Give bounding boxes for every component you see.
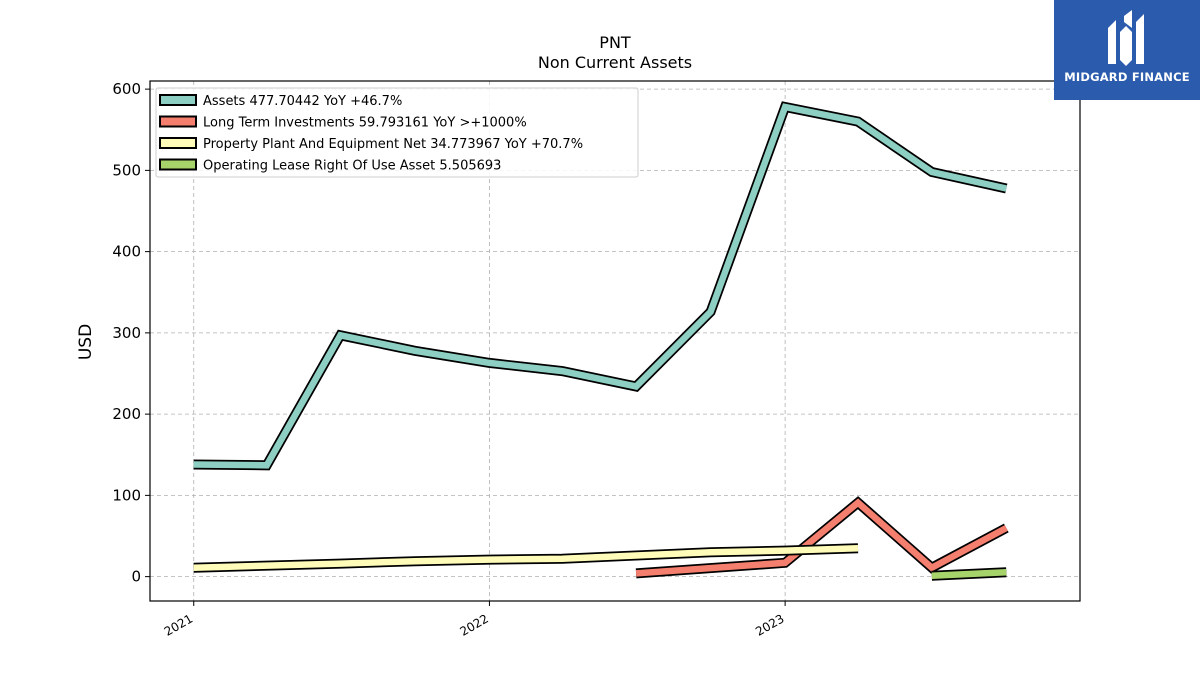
y-axis-label: USD xyxy=(76,324,96,360)
series-line xyxy=(931,568,1007,580)
series-operating-lease-right-of-use-asset xyxy=(931,567,1007,581)
plot-frame xyxy=(149,80,1081,602)
series-line xyxy=(193,103,1008,469)
series-long-term-investments xyxy=(635,496,1009,579)
legend-swatch xyxy=(159,158,197,171)
y-tick-label: 600 xyxy=(112,80,141,98)
y-tick-label: 0 xyxy=(131,568,141,586)
series-assets xyxy=(193,101,1008,471)
legend-label: Operating Lease Right Of Use Asset 5.505… xyxy=(203,159,501,174)
legend-entry: Assets 477.70442 YoY +46.7% xyxy=(159,94,402,109)
x-tick-label: 2023 xyxy=(753,611,786,638)
y-tick-label: 400 xyxy=(112,243,141,261)
y-tick-label: 500 xyxy=(112,161,141,179)
series-property-plant-and-equipment-net xyxy=(193,543,859,573)
legend-label: Long Term Investments 59.793161 YoY >+10… xyxy=(203,116,527,131)
series-line xyxy=(193,544,859,571)
legend-label: Assets 477.70442 YoY +46.7% xyxy=(203,94,402,109)
legend-entry: Operating Lease Right Of Use Asset 5.505… xyxy=(159,158,501,174)
brand-logo: MIDGARD FINANCE xyxy=(1054,0,1200,100)
chart-subtitle: Non Current Assets xyxy=(538,53,692,72)
midgard-logo-icon xyxy=(1108,10,1144,66)
legend-swatch xyxy=(159,137,197,149)
x-tick-label: 2022 xyxy=(457,611,490,638)
legend-entry: Long Term Investments 59.793161 YoY >+10… xyxy=(159,115,527,131)
chart-title: PNT xyxy=(599,33,631,52)
y-tick-label: 100 xyxy=(112,486,141,504)
series-line xyxy=(635,498,1008,577)
legend-label: Property Plant And Equipment Net 34.7739… xyxy=(203,137,583,152)
brand-logo-text: MIDGARD FINANCE xyxy=(1064,70,1190,84)
y-tick-label: 300 xyxy=(112,324,141,342)
series-layer xyxy=(193,101,1009,581)
legend: Assets 477.70442 YoY +46.7% Long Term Inv… xyxy=(155,87,639,178)
legend-box xyxy=(155,87,639,178)
series-outline xyxy=(635,496,1009,579)
legend-entry: Property Plant And Equipment Net 34.7739… xyxy=(159,137,583,152)
legend-swatch xyxy=(159,94,197,106)
legend-swatch xyxy=(159,115,197,128)
y-tick-label: 200 xyxy=(112,405,141,423)
x-tick-label: 2021 xyxy=(162,611,195,638)
